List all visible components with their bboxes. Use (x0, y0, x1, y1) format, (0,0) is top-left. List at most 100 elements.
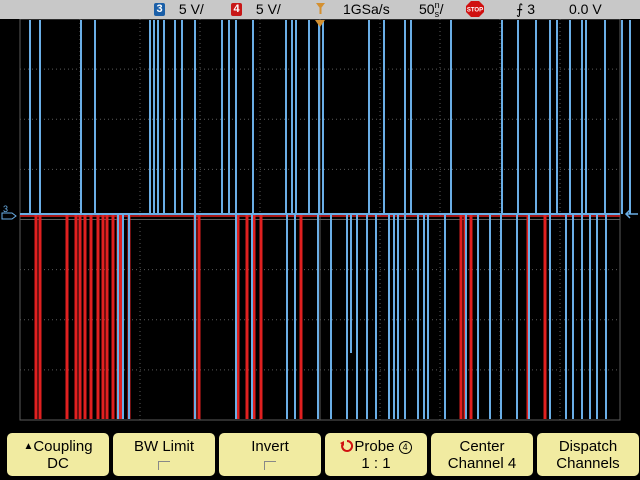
ch3-spike-up (80, 20, 82, 214)
ch3-spike-up (221, 20, 223, 214)
dispatch-label: Dispatch (558, 438, 618, 455)
ch3-spike-down (286, 214, 288, 419)
bw-limit-label: BW Limit (134, 438, 194, 455)
ch3-spike-up (585, 20, 587, 214)
ch3-spike-up (501, 20, 503, 214)
channel-3-trace (20, 20, 631, 419)
ch3-spike-down (388, 214, 390, 419)
ch4-pulse (236, 214, 240, 419)
coupling-softkey[interactable]: ▲Coupling DC (7, 433, 109, 476)
ch3-spike-down (294, 214, 296, 419)
ch3-spike-down (404, 214, 406, 419)
ch3-spike-down (350, 214, 352, 353)
ch3-spike-down (549, 214, 551, 419)
entry-knob-icon (340, 439, 354, 452)
ch3-spike-up (629, 20, 631, 214)
run-state-text: STOP (467, 8, 483, 14)
ch3-spike-down (477, 214, 479, 419)
coupling-value: DC (47, 455, 69, 472)
ch4-pulse (459, 214, 463, 419)
ch3-spike-up (174, 20, 176, 214)
channel-3-scale-value: 5 V/ (178, 1, 204, 17)
ch3-spike-up (149, 20, 151, 214)
dispatch-value: Channels (556, 455, 620, 472)
ch3-spike-down (465, 214, 467, 419)
ch3-spike-down (122, 214, 124, 419)
center-label: Center (459, 438, 505, 455)
ch3-spike-up (295, 20, 297, 214)
ch3-spike-up (194, 20, 196, 214)
ch4-pulse (105, 214, 109, 419)
ch4-pulse (74, 214, 78, 419)
ch4-pulse (119, 214, 123, 419)
ch3-spike-up (404, 20, 406, 214)
channel-3-scale[interactable]: 3 5 V/ (154, 0, 204, 19)
trigger-level[interactable]: 0.0 V (569, 1, 602, 17)
ch3-spike-up (228, 20, 230, 214)
dispatch-softkey[interactable]: Dispatch Channels (537, 433, 639, 476)
ch4-pulse (89, 214, 93, 419)
ch3-spike-down (423, 214, 425, 419)
trigger-info[interactable]: ⨍ 3 (516, 0, 535, 19)
trigger-channel: 3 (527, 1, 535, 17)
channel-4-badge: 4 (231, 2, 242, 16)
center-softkey[interactable]: Center Channel 4 (431, 433, 533, 476)
ch3-spike-down (516, 214, 518, 419)
ch4-pulse (96, 214, 100, 419)
ch4-pulse (259, 214, 263, 419)
sample-rate: 1GSa/s (343, 1, 390, 17)
ch3-spike-down (444, 214, 446, 419)
ch3-spike-up (285, 20, 287, 214)
ch4-pulse (65, 214, 69, 419)
timebase[interactable]: 50 n s / (419, 0, 443, 19)
ch3-spike-down (251, 214, 253, 419)
probe-softkey[interactable]: Probe 4 1 : 1 (325, 433, 427, 476)
trigger-edge-icon: ⨍ (516, 1, 524, 17)
ch3-spike-up (153, 20, 155, 214)
ch3-spike-down (235, 214, 237, 419)
ch3-spike-down (356, 214, 358, 419)
ch3-spike-up (450, 20, 452, 214)
stop-icon[interactable]: STOP (466, 1, 484, 17)
channel-3-badge: 3 (154, 2, 165, 16)
ch3-spike-up (535, 20, 537, 214)
invert-label: Invert (251, 438, 289, 455)
ch4-pulse (299, 214, 303, 419)
ch3-spike-up (368, 20, 370, 214)
ch4-pulse (197, 214, 201, 419)
bw-limit-softkey[interactable]: BW Limit (113, 433, 215, 476)
ch3-spike-up (322, 20, 324, 214)
ch3-spike-up (235, 20, 237, 214)
ch3-spike-down (330, 214, 332, 419)
probe-channel-badge: 4 (398, 441, 412, 454)
ch3-spike-up (39, 20, 41, 214)
timebase-unit-top: n (434, 0, 440, 10)
trigger-level-arrow (624, 209, 638, 219)
waveform-display[interactable]: 3 (0, 0, 640, 428)
ch3-spike-up (252, 20, 254, 214)
ch3-spike-up (383, 20, 385, 214)
ch3-spike-up (569, 20, 571, 214)
ch3-spike-down (489, 214, 491, 419)
ch3-spike-down (194, 214, 196, 419)
ch3-spike-down (596, 214, 598, 419)
ch4-pulse (38, 214, 42, 419)
ch4-pulse (101, 214, 105, 419)
trigger-position-icon (316, 0, 325, 19)
invert-checkbox[interactable] (264, 461, 276, 470)
channel-4-scale[interactable]: 4 5 V/ (231, 0, 281, 19)
ch3-spike-up (604, 20, 606, 214)
ch3-spike-up (163, 20, 165, 214)
ch3-spike-down (528, 214, 530, 419)
ch3-spike-up (291, 20, 293, 214)
ch3-spike-up (556, 20, 558, 214)
screen-markers: 3 (1, 20, 638, 220)
ch3-spike-up (410, 20, 412, 214)
channel-3-ground-arrow (1, 212, 17, 220)
ch3-spike-up (318, 20, 320, 214)
ch3-spike-down (366, 214, 368, 419)
invert-softkey[interactable]: Invert (219, 433, 321, 476)
coupling-label: Coupling (33, 438, 93, 455)
ch4-pulse (111, 214, 115, 419)
bw-limit-checkbox[interactable] (158, 461, 170, 470)
